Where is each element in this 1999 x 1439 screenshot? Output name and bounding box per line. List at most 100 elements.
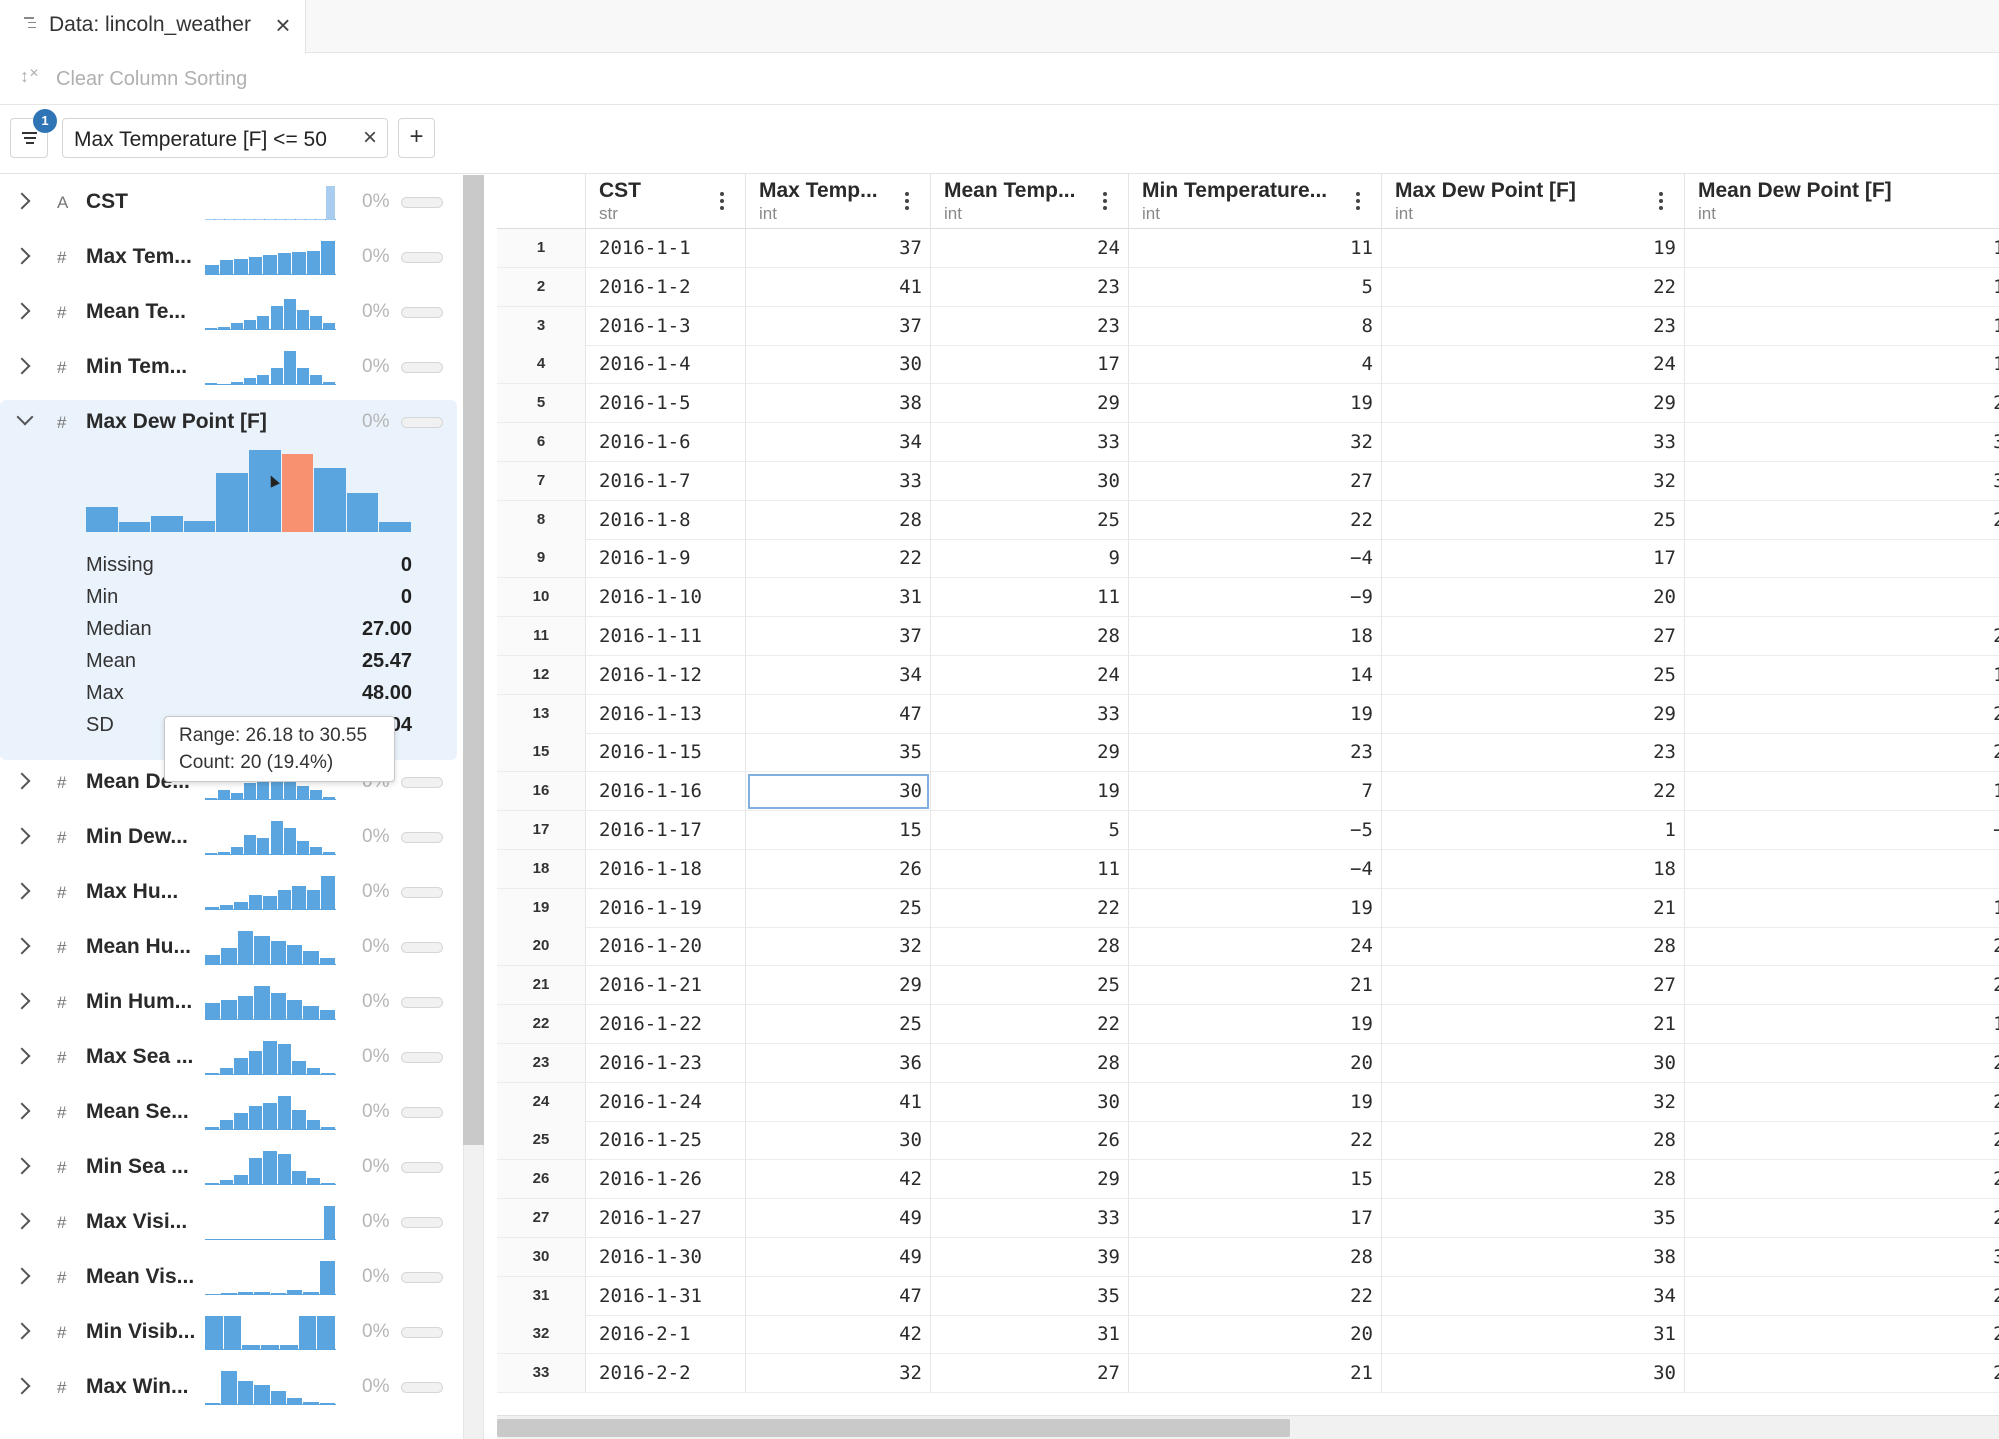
data-cell[interactable]: 47 bbox=[746, 1276, 931, 1316]
data-cell[interactable]: 26 bbox=[931, 1121, 1129, 1161]
data-cell[interactable]: 26 bbox=[746, 849, 931, 889]
data-cell[interactable]: 25 bbox=[746, 888, 931, 928]
chevron-right-icon[interactable] bbox=[13, 192, 31, 210]
data-cell[interactable]: 17 bbox=[1685, 889, 1999, 928]
data-cell[interactable]: 49 bbox=[746, 1199, 931, 1238]
histogram-bar[interactable] bbox=[151, 515, 183, 532]
tab-data-viewer[interactable]: Data: lincoln_weather × bbox=[0, 0, 306, 54]
data-cell[interactable]: 28 bbox=[746, 500, 931, 540]
histogram-bar[interactable] bbox=[118, 522, 151, 532]
data-cell[interactable]: 4 bbox=[1685, 539, 1999, 579]
data-cell[interactable]: 33 bbox=[1382, 423, 1685, 462]
data-cell[interactable]: 29 bbox=[931, 384, 1129, 424]
data-cell[interactable]: 32 bbox=[1685, 423, 1999, 462]
data-cell[interactable]: 22 bbox=[931, 1005, 1129, 1044]
data-cell[interactable]: 28 bbox=[931, 617, 1129, 656]
data-cell[interactable]: −3 bbox=[1685, 811, 1999, 850]
data-cell[interactable]: 2016-1-25 bbox=[586, 1121, 746, 1161]
data-cell[interactable]: 42 bbox=[746, 1160, 931, 1200]
data-cell[interactable]: 2016-1-8 bbox=[586, 500, 746, 540]
data-cell[interactable]: 2016-1-20 bbox=[586, 927, 746, 967]
clear-sort-icon[interactable]: ↕✕ bbox=[20, 66, 40, 86]
data-cell[interactable]: 23 bbox=[1129, 733, 1382, 773]
data-cell[interactable]: 2016-2-2 bbox=[586, 1354, 746, 1394]
remove-filter-icon[interactable]: × bbox=[362, 124, 377, 151]
summary-row[interactable]: # Max Tem... 0% bbox=[0, 231, 455, 286]
data-cell[interactable]: 29 bbox=[1382, 384, 1685, 424]
data-cell[interactable]: 25 bbox=[1685, 1083, 1999, 1122]
chevron-right-icon[interactable] bbox=[13, 992, 31, 1010]
filter-chip[interactable]: Max Temperature [F] <= 50 × bbox=[62, 118, 388, 158]
data-cell[interactable]: 31 bbox=[931, 1315, 1129, 1355]
data-cell[interactable]: 31 bbox=[1382, 1315, 1685, 1355]
data-cell[interactable]: 34 bbox=[1382, 1276, 1685, 1316]
data-cell[interactable]: 21 bbox=[1382, 888, 1685, 928]
data-cell[interactable]: 25 bbox=[1685, 384, 1999, 424]
data-cell[interactable]: 24 bbox=[1685, 695, 1999, 734]
data-cell[interactable]: 2016-1-10 bbox=[586, 578, 746, 618]
data-cell[interactable]: 2016-1-18 bbox=[586, 849, 746, 889]
data-cell[interactable]: 14 bbox=[1685, 772, 1999, 812]
column-header[interactable]: Max Dew Point [F] int bbox=[1382, 174, 1685, 229]
histogram-bar-highlighted[interactable] bbox=[281, 454, 314, 532]
column-header[interactable]: Mean Dew Point [F] int bbox=[1685, 174, 1999, 229]
data-cell[interactable]: 47 bbox=[746, 694, 931, 734]
data-cell[interactable]: 2016-1-11 bbox=[586, 617, 746, 656]
data-cell[interactable]: 28 bbox=[931, 1043, 1129, 1083]
sparkline-histogram[interactable] bbox=[205, 1204, 336, 1240]
data-cell[interactable]: 32 bbox=[1382, 1082, 1685, 1122]
data-cell[interactable]: 8 bbox=[1685, 850, 1999, 889]
data-cell[interactable]: 2016-1-1 bbox=[586, 229, 746, 268]
data-cell[interactable]: 2016-1-7 bbox=[586, 461, 746, 501]
column-header[interactable]: CST str bbox=[586, 174, 746, 229]
data-cell[interactable]: 30 bbox=[746, 345, 931, 385]
data-cell[interactable]: 28 bbox=[1382, 1160, 1685, 1200]
data-cell[interactable]: 2016-1-9 bbox=[586, 539, 746, 579]
grid-horizontal-scrollbar-thumb[interactable] bbox=[497, 1419, 1290, 1437]
data-cell[interactable]: 36 bbox=[746, 1043, 931, 1083]
summary-row[interactable]: # Max Hu... 0% bbox=[0, 866, 455, 921]
data-cell[interactable]: 33 bbox=[931, 1199, 1129, 1238]
panel-scrollbar-thumb[interactable] bbox=[463, 175, 484, 1145]
data-cell[interactable]: 34 bbox=[746, 423, 931, 462]
data-cell[interactable]: 2016-1-13 bbox=[586, 694, 746, 734]
data-cell[interactable]: 13 bbox=[1685, 229, 1999, 268]
summary-row[interactable]: # Mean Vis... 0% bbox=[0, 1251, 455, 1306]
data-cell[interactable]: 2016-1-21 bbox=[586, 966, 746, 1006]
data-cell[interactable]: 15 bbox=[1685, 307, 1999, 346]
data-cell[interactable]: 18 bbox=[1382, 849, 1685, 889]
data-cell[interactable]: 20 bbox=[1129, 1315, 1382, 1355]
data-cell[interactable]: 2016-1-30 bbox=[586, 1237, 746, 1277]
summary-row[interactable]: A CST 0% bbox=[0, 176, 455, 231]
histogram-bar[interactable] bbox=[314, 468, 346, 532]
data-cell[interactable]: 15 bbox=[1129, 1160, 1382, 1200]
data-cell[interactable]: 5 bbox=[1685, 578, 1999, 618]
chevron-right-icon[interactable] bbox=[13, 1267, 31, 1285]
sparkline-histogram[interactable] bbox=[205, 239, 336, 275]
chevron-right-icon[interactable] bbox=[13, 1047, 31, 1065]
data-cell[interactable]: 42 bbox=[746, 1315, 931, 1355]
sparkline-histogram[interactable] bbox=[205, 929, 336, 965]
chevron-right-icon[interactable] bbox=[13, 1212, 31, 1230]
data-cell[interactable]: 33 bbox=[931, 423, 1129, 462]
data-cell[interactable]: 33 bbox=[746, 461, 931, 501]
chevron-right-icon[interactable] bbox=[13, 827, 31, 845]
summary-row[interactable]: # Mean Se... 0% bbox=[0, 1086, 455, 1141]
data-cell[interactable]: 29 bbox=[931, 1160, 1129, 1200]
data-cell[interactable]: 20 bbox=[1382, 578, 1685, 618]
data-cell[interactable]: 2016-1-23 bbox=[586, 1043, 746, 1083]
data-cell[interactable]: 19 bbox=[1382, 229, 1685, 268]
data-cell[interactable]: 37 bbox=[746, 617, 931, 656]
column-menu-icon[interactable] bbox=[1103, 192, 1107, 213]
data-cell[interactable]: 24 bbox=[931, 229, 1129, 268]
data-cell[interactable]: 30 bbox=[1685, 462, 1999, 501]
data-cell[interactable]: 11 bbox=[1129, 229, 1382, 268]
column-menu-icon[interactable] bbox=[720, 192, 724, 213]
sparkline-histogram[interactable] bbox=[205, 1314, 336, 1350]
data-cell[interactable]: 17 bbox=[931, 345, 1129, 385]
chevron-right-icon[interactable] bbox=[13, 772, 31, 790]
data-cell[interactable]: 18 bbox=[1129, 617, 1382, 656]
data-cell[interactable]: 41 bbox=[746, 267, 931, 307]
clear-column-sorting-button[interactable]: Clear Column Sorting bbox=[56, 68, 248, 90]
data-cell[interactable]: 30 bbox=[746, 1121, 931, 1161]
